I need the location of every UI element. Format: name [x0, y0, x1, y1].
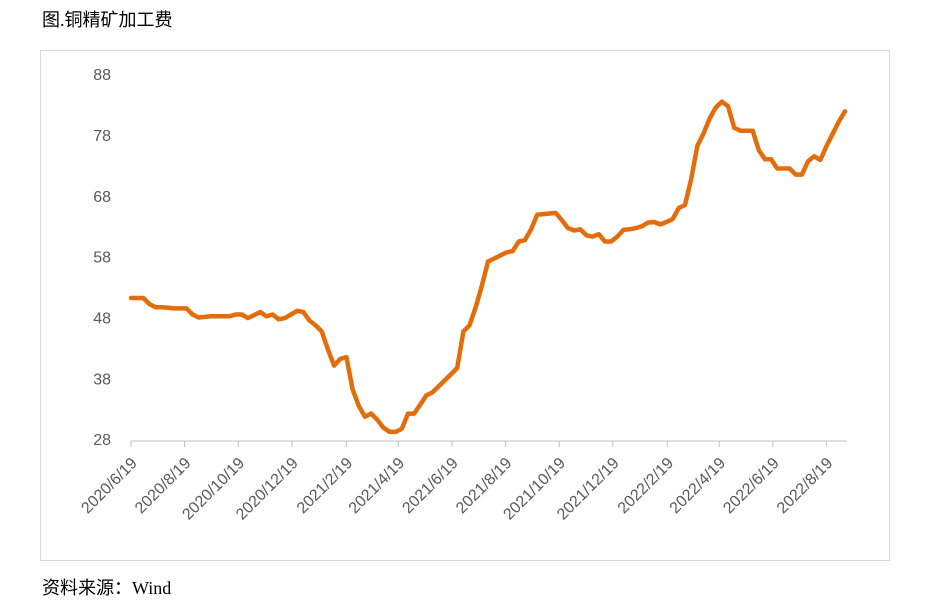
x-tick-label: 2021/4/19: [346, 455, 408, 517]
source-note: 资料来源：Wind: [42, 578, 171, 598]
x-tick-label: 2022/6/19: [720, 455, 782, 517]
plot-frame: [40, 50, 890, 561]
y-tick-label: 28: [93, 432, 111, 449]
x-tick-label: 2022/2/19: [615, 455, 677, 517]
x-tick-label: 2022/4/19: [667, 455, 729, 517]
y-tick-label: 68: [93, 189, 111, 206]
x-tick-label: 2022/8/19: [774, 455, 836, 517]
data-line: [128, 99, 848, 435]
y-tick-label: 38: [93, 371, 111, 388]
y-tick-label: 78: [93, 128, 111, 145]
y-tick-label: 88: [93, 67, 111, 84]
x-tick-label: 2020/6/19: [78, 455, 140, 517]
y-tick-label: 48: [93, 311, 111, 328]
chart-title: 图.铜精矿加工费: [42, 10, 173, 30]
y-tick-label: 58: [93, 250, 111, 267]
x-tick-label: 2021/2/19: [294, 455, 356, 517]
x-tick-label: 2021/6/19: [399, 455, 461, 517]
